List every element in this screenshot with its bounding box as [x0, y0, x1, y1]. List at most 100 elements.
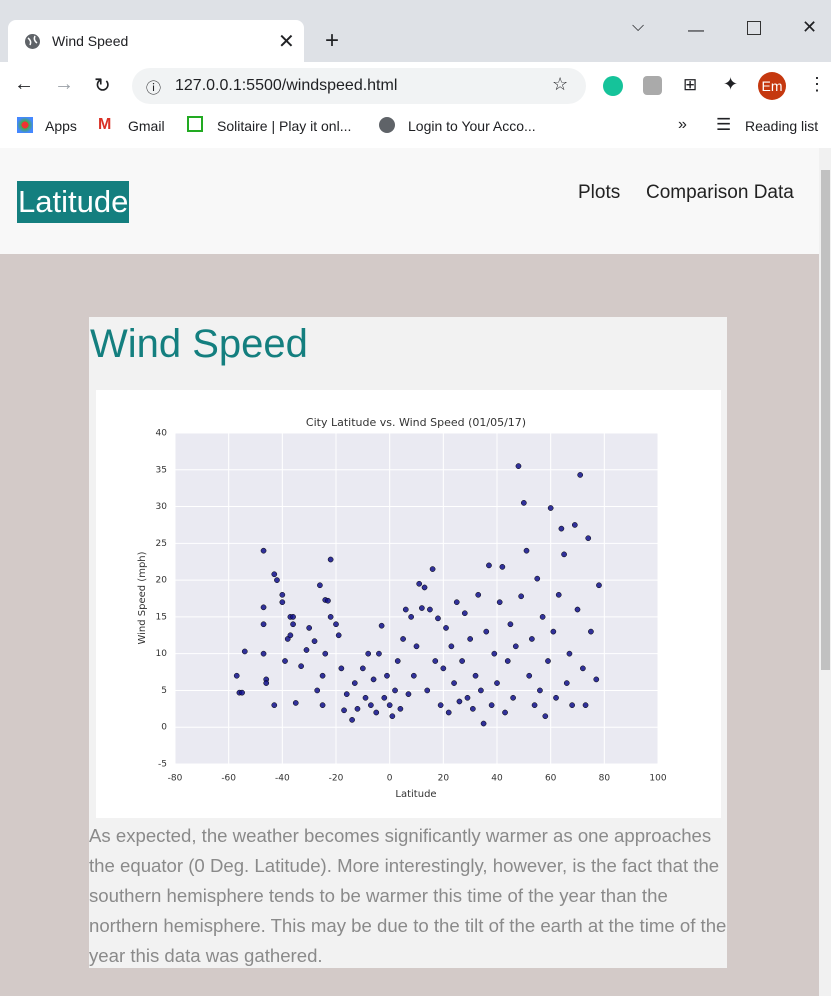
more-bookmarks[interactable]: »	[678, 116, 687, 133]
x-tick-label: -60	[221, 774, 236, 784]
point	[419, 605, 425, 611]
point	[464, 694, 471, 701]
point	[553, 694, 559, 701]
point	[400, 636, 406, 642]
plot-area	[175, 433, 658, 764]
y-axis-label: Wind Speed (mph)	[137, 551, 148, 644]
point	[343, 691, 350, 697]
y-tick-label: 5	[161, 686, 167, 696]
point	[325, 597, 331, 604]
point	[416, 580, 423, 587]
point	[421, 584, 428, 591]
point	[582, 702, 589, 709]
point	[410, 672, 417, 679]
forward[interactable]: →	[54, 73, 74, 95]
globe-icon	[25, 34, 40, 49]
tab-close[interactable]: ✕	[278, 31, 295, 53]
point	[402, 606, 409, 613]
extension-icon[interactable]: ⊞	[683, 75, 698, 94]
reading-list-icon: ☰	[716, 115, 732, 134]
point	[378, 622, 385, 629]
point	[437, 702, 444, 709]
chart-title: City Latitude vs. Wind Speed (01/05/17)	[306, 416, 526, 429]
point	[319, 702, 326, 709]
scrollbar-thumb[interactable]	[821, 170, 830, 670]
point	[341, 707, 347, 714]
address-bar[interactable]: ⓘ 127.0.0.1:5500/windspeed.html ☆	[132, 68, 586, 104]
nav-link[interactable]: Comparison Data	[646, 182, 794, 203]
point	[566, 650, 573, 657]
point	[453, 599, 460, 606]
point	[408, 614, 414, 620]
point	[445, 709, 452, 716]
gmail-icon: M	[98, 116, 112, 133]
bookmark[interactable]: Gmail	[128, 118, 165, 134]
point	[432, 658, 439, 664]
chart: City Latitude vs. Wind Speed (01/05/17) …	[96, 390, 721, 818]
point	[593, 676, 600, 683]
minimize[interactable]: —	[688, 22, 704, 39]
point	[531, 702, 538, 709]
nav-link[interactable]: Plots	[578, 182, 621, 203]
point	[518, 593, 524, 600]
point	[585, 535, 592, 542]
x-tick-label: 80	[599, 774, 611, 784]
reading-list[interactable]: Reading list	[745, 118, 819, 134]
bookmark[interactable]: Solitaire | Play it onl...	[217, 118, 352, 134]
point	[279, 591, 286, 598]
point	[359, 665, 366, 672]
new-tab[interactable]: +	[325, 27, 340, 54]
point	[260, 621, 267, 628]
point	[478, 687, 484, 694]
point	[475, 591, 482, 598]
point	[271, 702, 278, 709]
point	[298, 663, 304, 670]
star[interactable]: ☆	[552, 74, 569, 94]
point	[290, 621, 296, 628]
back[interactable]: ←	[14, 73, 34, 95]
point	[571, 522, 578, 528]
y-tick-label: 30	[156, 502, 168, 512]
point	[354, 705, 361, 712]
point	[496, 599, 503, 606]
point	[260, 547, 267, 554]
reload[interactable]: ↻	[94, 75, 111, 97]
extensions[interactable]: ✦	[723, 74, 739, 94]
maximize[interactable]	[747, 21, 761, 35]
point	[365, 650, 372, 657]
y-tick-label: 25	[156, 539, 167, 549]
extension-icon[interactable]	[643, 76, 662, 95]
point	[504, 658, 511, 664]
bookmark[interactable]: Apps	[45, 118, 77, 134]
point	[370, 676, 377, 683]
tab-search[interactable]: ⌵	[632, 18, 645, 35]
point	[362, 694, 369, 701]
close-window[interactable]: ✕	[802, 17, 818, 37]
point	[494, 680, 500, 686]
point	[327, 556, 334, 563]
menu[interactable]: ⋮	[808, 74, 826, 94]
point	[279, 599, 286, 606]
y-tick-label: 15	[156, 612, 167, 622]
brand[interactable]: Latitude	[17, 181, 130, 223]
point	[427, 606, 433, 613]
point	[384, 672, 390, 679]
point	[435, 615, 441, 622]
point	[397, 705, 404, 712]
point	[542, 713, 549, 720]
point	[456, 698, 463, 705]
point	[322, 650, 329, 657]
grammarly-icon[interactable]	[603, 76, 623, 96]
info-icon: ⓘ	[146, 80, 162, 97]
tab[interactable]: Wind Speed ✕	[8, 20, 304, 62]
profile[interactable]: Em	[758, 72, 786, 100]
point	[523, 547, 530, 554]
point	[510, 694, 516, 701]
point	[292, 700, 299, 706]
point	[263, 680, 270, 686]
x-tick-label: 20	[438, 774, 450, 784]
bookmark[interactable]: Login to Your Acco...	[408, 118, 536, 134]
point	[239, 689, 245, 696]
point	[507, 621, 514, 628]
point	[317, 582, 323, 589]
